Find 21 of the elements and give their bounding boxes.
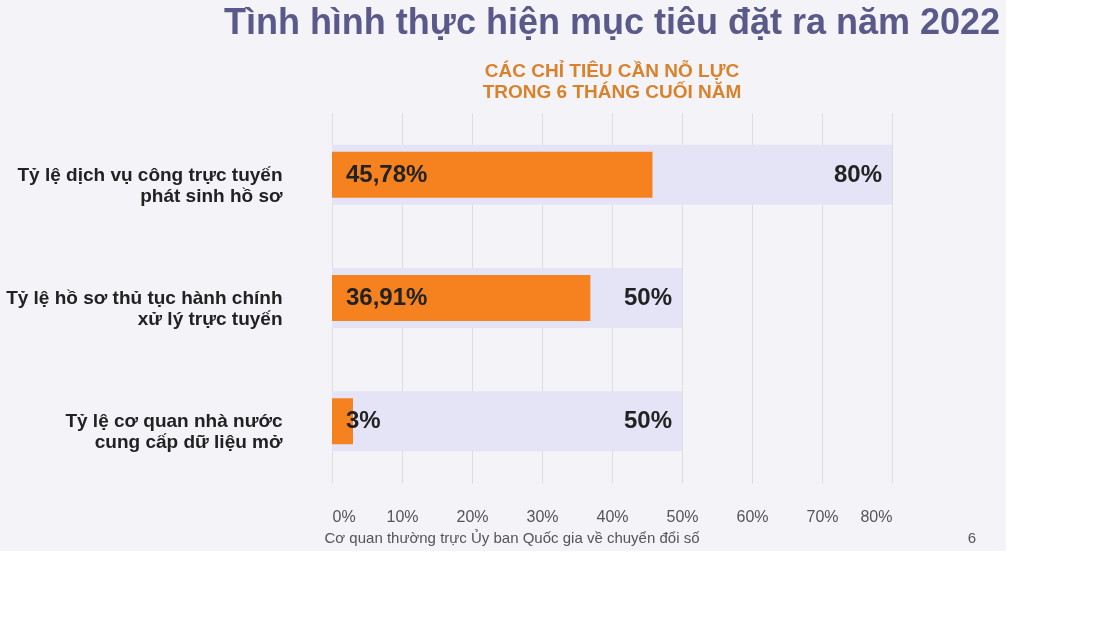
x-tick-label: 30%	[526, 507, 559, 525]
x-tick-label: 60%	[736, 507, 769, 525]
text: 6	[967, 529, 977, 546]
x-tick-label: 0%	[332, 507, 356, 525]
y-tick-label: Tỷ lệ dịch vụ công trực tuyến phát sinh hồ sơ	[17, 163, 283, 206]
x-tick-label: 70%	[806, 507, 839, 525]
x-tick-label: 10%	[386, 507, 419, 525]
chart-title: Tình hình thực hiện mục tiêu đặt ra năm 2022	[223, 1, 1001, 42]
x-tick-label: 80%	[860, 507, 893, 525]
x-tick-label: 40%	[596, 507, 629, 525]
chart-subtitle: CÁC CHỈ TIÊU CẦN NỖ LỰC TRONG 6 THÁNG CUỐI NĂM	[482, 60, 742, 102]
data-label: 50%	[623, 283, 672, 310]
text: Cơ quan thường trực Ủy ban Quốc gia về chuyển đổi số	[324, 529, 701, 546]
data-label: 45,78%	[346, 159, 428, 187]
y-tick-label: Tỷ lệ hồ sơ thủ tục hành chính xử lý trực tuyến	[6, 287, 283, 329]
data-label: 50%	[623, 406, 672, 434]
data-label: 36,91%	[346, 283, 428, 310]
data-label: 80%	[833, 159, 882, 187]
y-tick-label: Tỷ lệ cơ quan nhà nước cung cấp dữ liệu mở	[65, 410, 283, 453]
x-tick-label: 20%	[456, 507, 489, 525]
x-tick-label: 50%	[666, 507, 699, 525]
